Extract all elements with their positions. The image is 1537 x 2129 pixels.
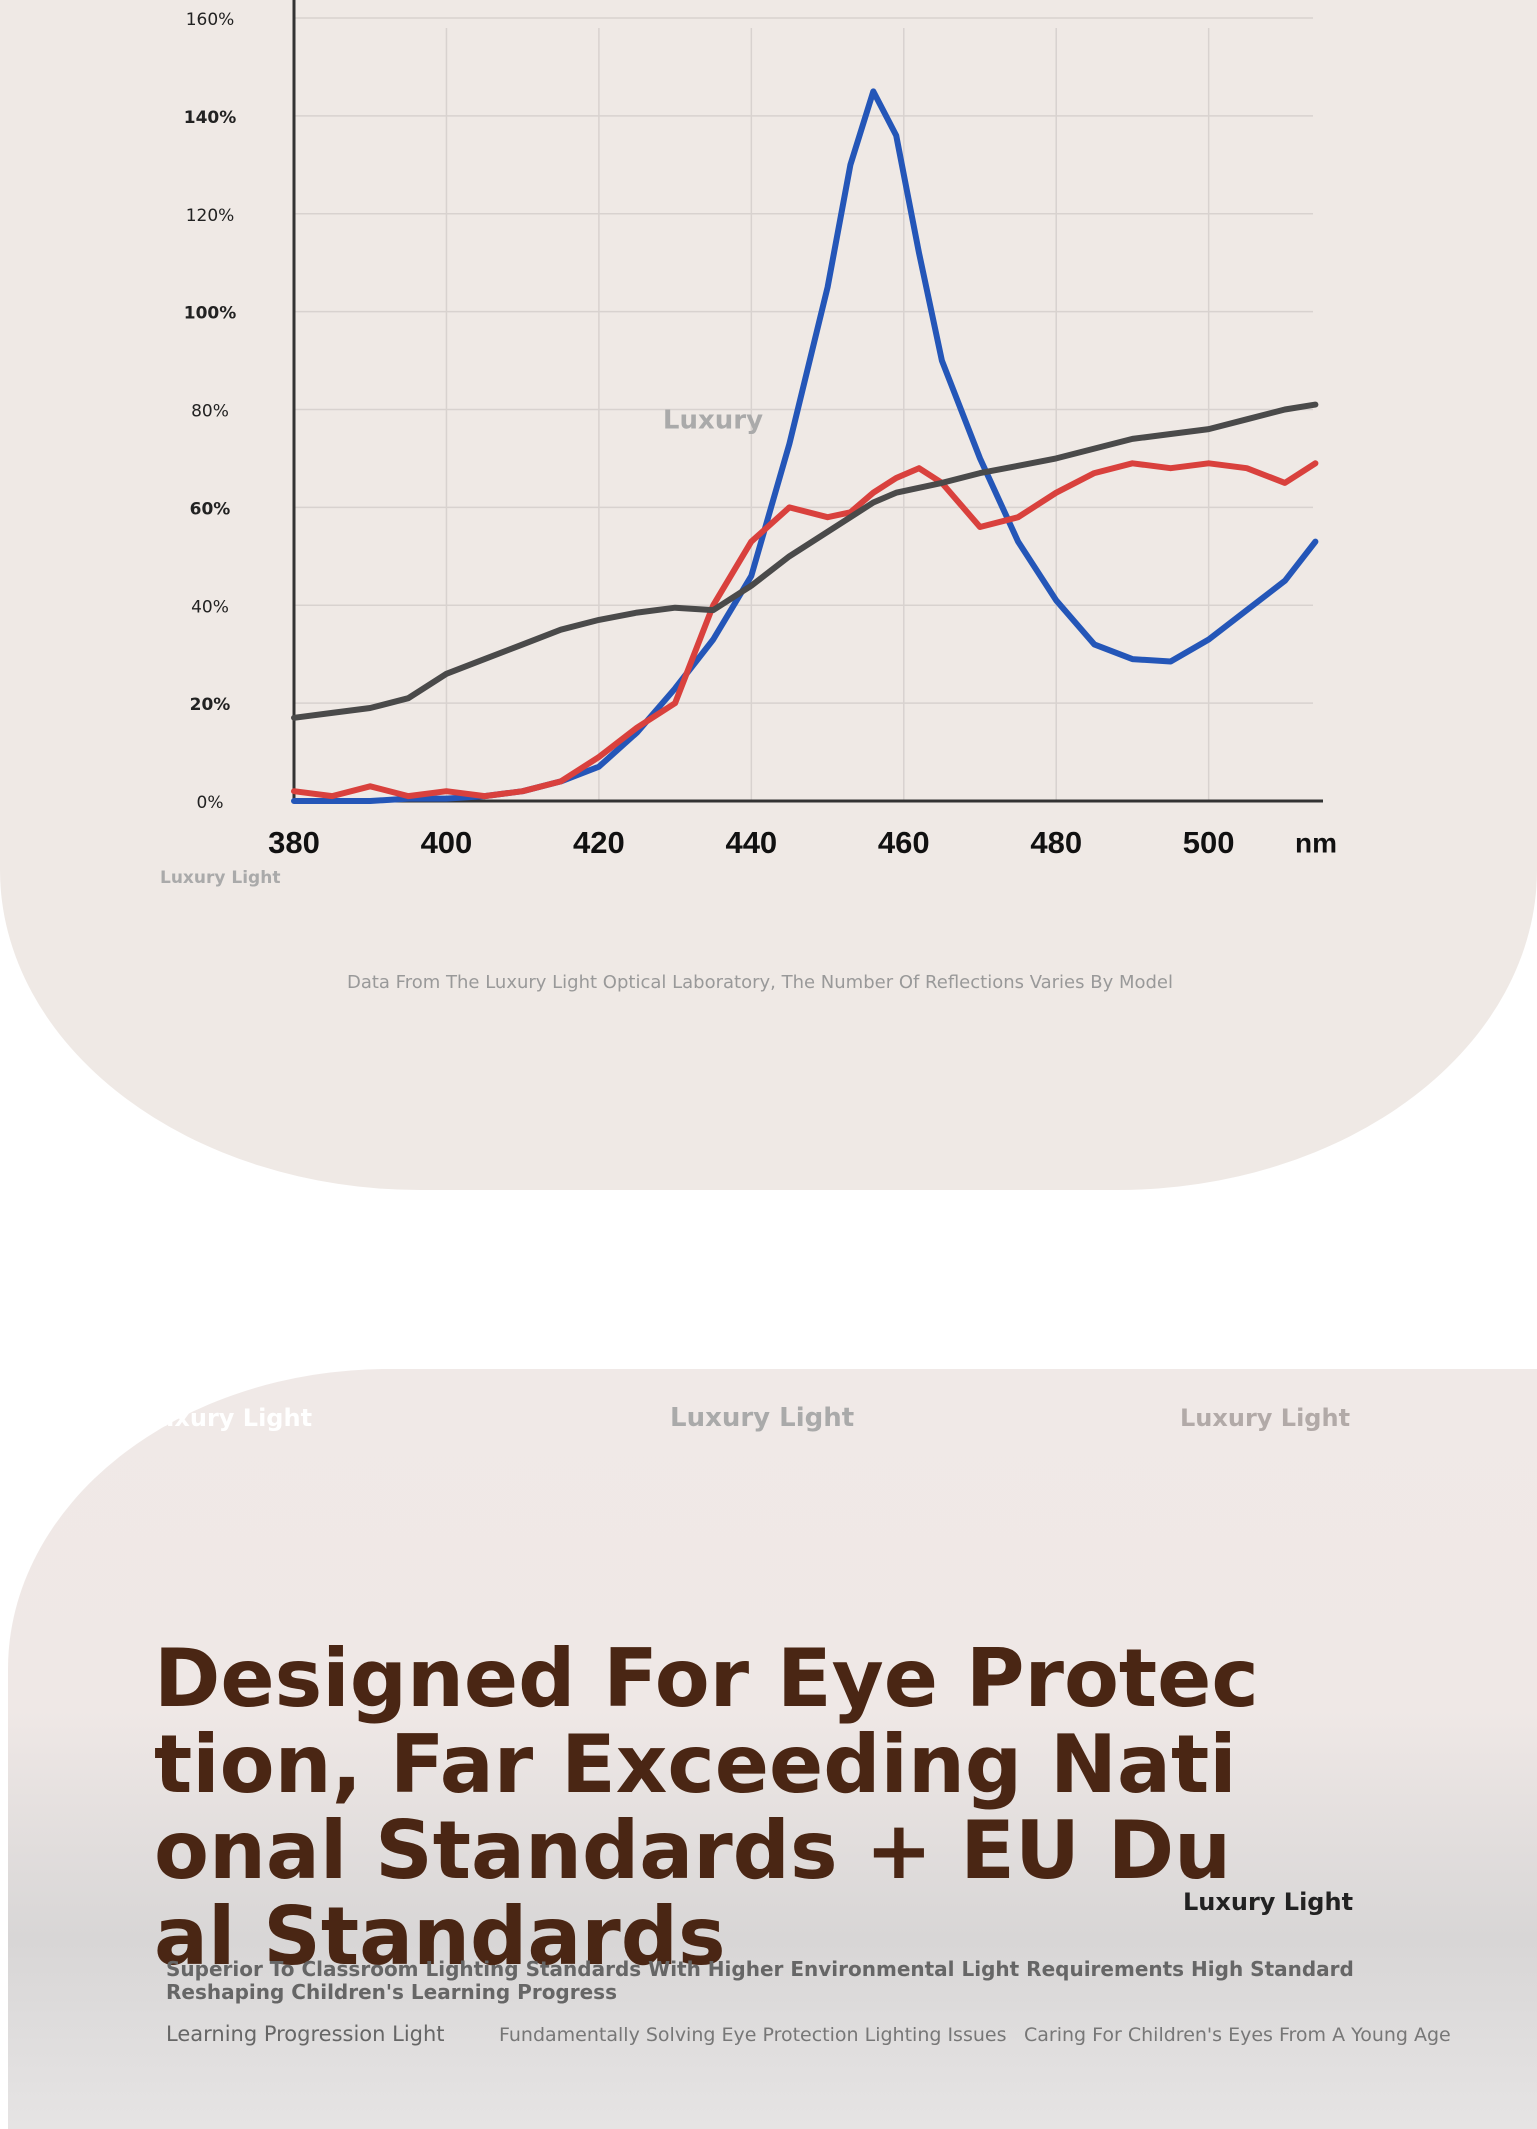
x-tick-label: 420 <box>573 825 625 860</box>
line-series <box>291 460 1319 800</box>
x-tick-label: 500 <box>1183 825 1235 860</box>
brand-label: Luxury Light <box>1180 1404 1351 1432</box>
y-tick-label: 140% <box>184 108 237 128</box>
y-tick-label: 40% <box>191 597 229 617</box>
feature: Learning Progression Light <box>166 2022 445 2046</box>
feature: Caring For Children's Eyes From A Young … <box>1024 2024 1451 2046</box>
watermark: Luxury <box>663 406 763 436</box>
chart: 0% 20% 40% 60% 80% 100% 120% 140% 160% 380 400 420 4… <box>184 0 1337 860</box>
y-tick-label: 20% <box>190 695 231 715</box>
x-tick-label: 380 <box>268 825 320 860</box>
line-series <box>291 401 1319 721</box>
brand-label: Luxury Light <box>670 1403 855 1433</box>
feature: Fundamentally Solving Eye Protection Lig… <box>499 2024 1007 2046</box>
brand-label: Luxury Light <box>160 868 281 888</box>
brand-label: Luxury Light <box>142 1404 313 1432</box>
line-series <box>291 88 1319 804</box>
caption: Data From The Luxury Light Optical Labor… <box>346 972 1173 993</box>
headline: Designed For Eye Protection, Far Exceedi… <box>154 1632 1259 1983</box>
y-tick-label: 100% <box>184 304 237 324</box>
subtitle: Superior To Classroom Lighting Standards… <box>166 1957 1354 2004</box>
y-tick-label: 60% <box>190 499 231 519</box>
x-tick-label: 400 <box>421 825 473 860</box>
y-tick-label: 160% <box>186 10 235 30</box>
y-tick-label: 120% <box>186 206 235 226</box>
y-tick-label: 80% <box>191 402 229 422</box>
x-tick-label: 480 <box>1030 825 1082 860</box>
info-panel <box>8 1369 1537 2129</box>
x-tick-label: 460 <box>878 825 930 860</box>
x-unit: nm <box>1295 827 1337 858</box>
chart-panel <box>0 0 1537 1190</box>
y-tick-label: 0% <box>197 793 224 813</box>
brand-label: Luxury Light <box>1183 1888 1354 1916</box>
x-tick-label: 440 <box>725 825 777 860</box>
